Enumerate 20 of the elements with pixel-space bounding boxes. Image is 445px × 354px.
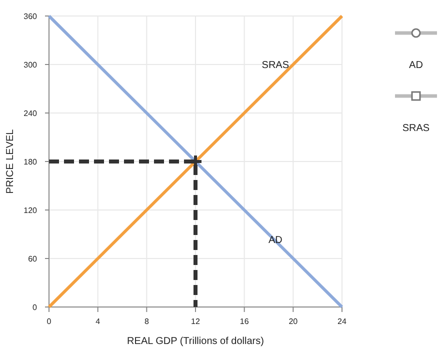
x-tick-label: 20: [288, 317, 298, 326]
x-tick-label: 0: [46, 317, 52, 326]
y-tick-label: 0: [32, 303, 38, 312]
y-axis-title: PRICE LEVEL: [5, 128, 16, 194]
series-label: AD: [268, 234, 282, 246]
y-tick-label: 180: [24, 158, 38, 166]
y-tick-label: 360: [24, 12, 38, 21]
x-tick-label: 12: [191, 317, 200, 326]
series-label: SRAS: [262, 60, 290, 72]
x-tick-label: 8: [144, 317, 150, 326]
x-axis-title: REAL GDP (Trillions of dollars): [127, 336, 264, 347]
text: AD: [409, 60, 423, 71]
x-tick-label: 4: [96, 317, 101, 326]
y-tick-label: 120: [24, 206, 38, 215]
x-tick-label: 24: [338, 317, 347, 326]
y-tick-label: 300: [24, 60, 38, 70]
y-tick-label: 60: [28, 254, 38, 264]
x-tick-label: 16: [240, 317, 250, 326]
y-tick-label: 240: [24, 109, 38, 118]
text: SRAS: [402, 123, 430, 134]
